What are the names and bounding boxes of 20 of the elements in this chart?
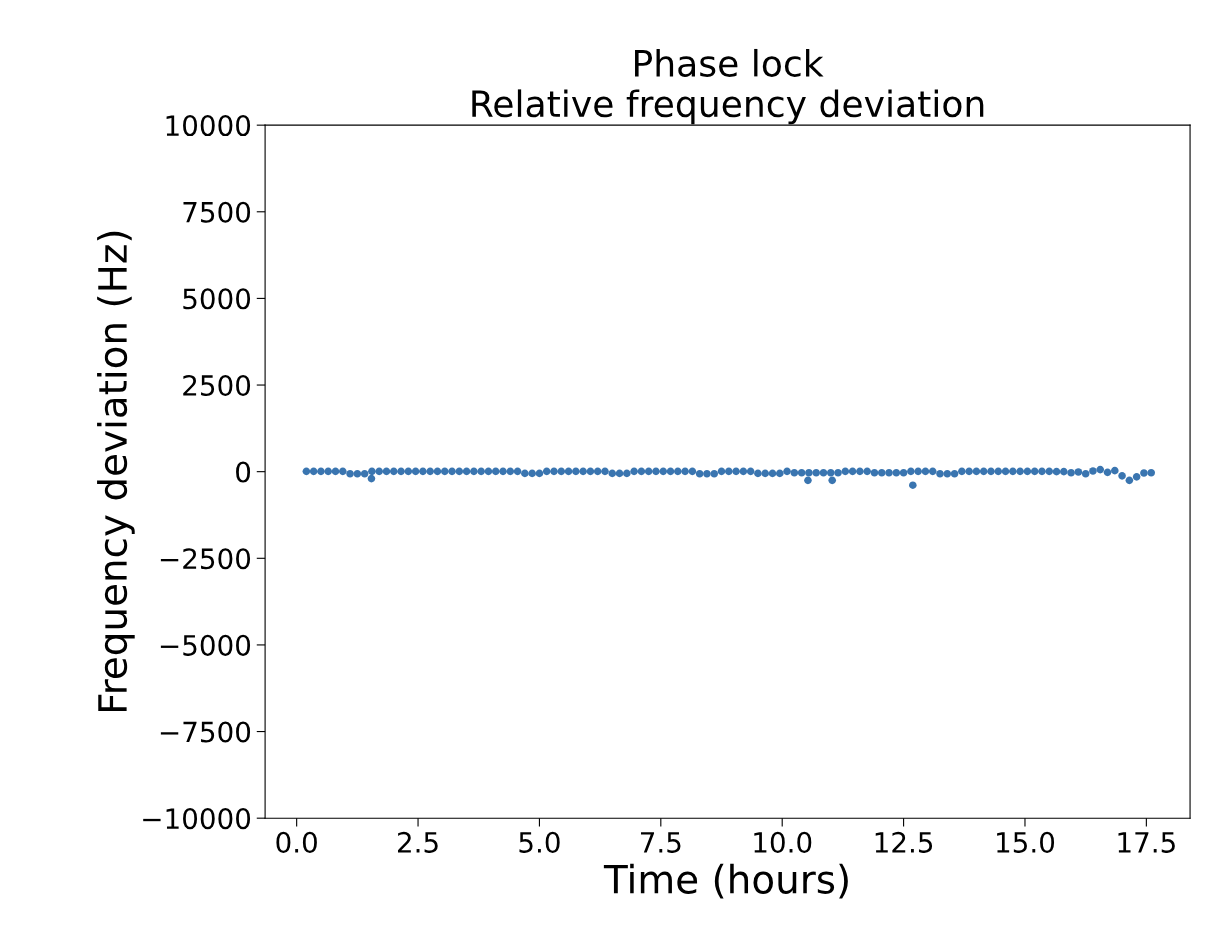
x-tick-label: 12.5 [875,831,933,853]
y-axis-title: Frequency deviation (Hz) [97,231,135,712]
x-tick-label: 17.5 [1118,832,1175,853]
x-tick-label: 15.0 [997,831,1055,853]
y-tick-label: −5000 [160,634,251,656]
x-tick-label: 0.0 [276,831,317,853]
x-tick-label: 10.0 [754,831,812,853]
x-tick-label: 7.5 [641,832,681,853]
y-tick-label: −7500 [160,721,251,743]
x-axis-title: Time (hours) [603,863,848,899]
y-tick-label: 7500 [183,201,251,223]
y-tick-label: −10000 [143,808,251,830]
x-tick-label: 5.0 [519,831,560,853]
y-tick-label: −2500 [160,548,251,570]
x-tick-label: 2.5 [397,831,438,853]
y-tick-label: 5000 [183,288,251,310]
y-tick-label: 0 [236,461,251,483]
y-tick-label: 10000 [166,115,251,137]
chart-title: Phase lock Relative frequency deviation [472,48,984,125]
y-tick-label: 2500 [183,374,251,396]
